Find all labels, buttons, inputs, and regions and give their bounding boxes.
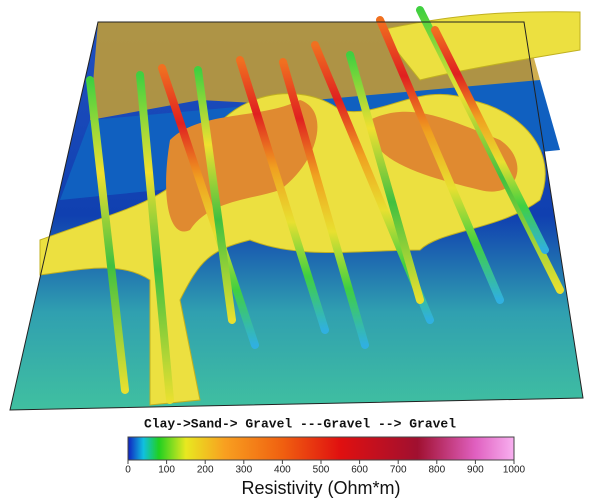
borehole [158, 64, 259, 349]
tick-label: 600 [351, 465, 368, 476]
tick-label: 300 [235, 465, 252, 476]
tick-label: 800 [428, 465, 445, 476]
borehole [194, 66, 236, 324]
tick-label: 900 [467, 465, 484, 476]
tick-label: 500 [313, 465, 330, 476]
borehole [136, 71, 174, 404]
annotation: Clay->Sand-> Gravel ---Gravel --> Gravel [144, 416, 456, 431]
tick-label: 700 [390, 465, 407, 476]
colorbar-title: Resistivity (Ohm*m) [241, 478, 400, 498]
borehole [376, 16, 504, 304]
tick-label: 0 [125, 465, 131, 476]
borehole [431, 26, 549, 254]
boreholes [86, 6, 564, 404]
tick-label: 200 [197, 465, 214, 476]
scene [9, 6, 584, 411]
borehole [416, 6, 564, 294]
borehole [346, 51, 424, 304]
tick-label: 400 [274, 465, 291, 476]
colorbar: 0 100 200 300 400 500 600 700 800 900 1000 [125, 436, 526, 476]
colorbar-ramp [127, 436, 515, 461]
borehole [86, 76, 129, 394]
borehole [279, 58, 369, 349]
borehole [236, 56, 329, 334]
tick-label: 1000 [503, 465, 526, 476]
bounding-box [9, 21, 584, 411]
gravel-body [370, 111, 518, 192]
tick-label: 100 [158, 465, 175, 476]
